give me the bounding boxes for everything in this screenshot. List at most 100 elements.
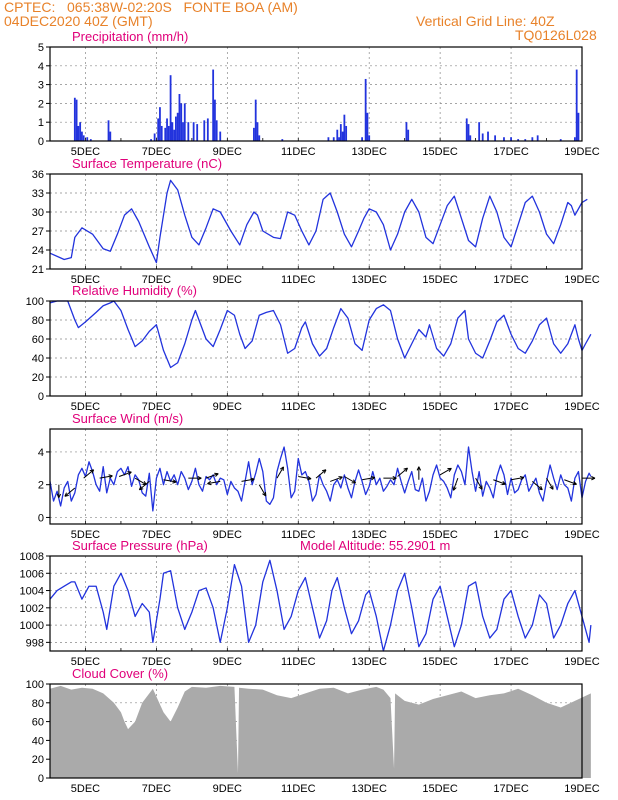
- precip-ytick-label: 1: [38, 117, 44, 129]
- wind-arrow-head: [478, 485, 483, 490]
- precip-bar: [219, 131, 222, 141]
- precip-bar: [494, 135, 497, 141]
- temp-ytick-label: 36: [32, 169, 44, 181]
- pressure-xtick-label: 11DEC: [281, 656, 316, 668]
- wind-arrow-shaft: [452, 477, 459, 491]
- precip-bar: [73, 97, 76, 141]
- wind-arrow: [315, 469, 327, 479]
- precip-ytick-label: 2: [38, 98, 44, 110]
- wind-arrow: [439, 467, 452, 476]
- wind-arrow: [56, 484, 62, 498]
- wind-arrow-shaft: [258, 484, 267, 497]
- wind-arrow-head: [138, 485, 144, 491]
- wind-arrow: [207, 480, 221, 486]
- precip-ytick-label: 5: [38, 42, 44, 54]
- temp-ytick-label: 27: [32, 226, 44, 238]
- wind-arrow-head: [572, 481, 577, 486]
- wind-arrow: [532, 481, 543, 491]
- cloud-frame: [49, 683, 583, 779]
- precip-bar: [79, 122, 82, 141]
- precip-bar: [153, 133, 156, 141]
- wind-arrow: [416, 466, 422, 480]
- header-date: 04DEC2020 40Z (GMT): [4, 13, 153, 29]
- precip-bar: [559, 139, 562, 141]
- precip-bar: [159, 107, 161, 141]
- precip-bar: [175, 116, 177, 141]
- precip-bar: [150, 139, 152, 141]
- wind-arrow-head: [250, 477, 255, 482]
- precip-bar: [281, 139, 284, 141]
- rh-frame: [49, 300, 583, 397]
- precip-bar: [176, 112, 179, 141]
- wind-arrow: [362, 475, 376, 481]
- precip-bar: [531, 137, 534, 141]
- pressure-ytick-label: 1008: [20, 551, 44, 563]
- wind-arrow: [330, 476, 343, 482]
- temp-ytick-label: 21: [32, 264, 44, 276]
- wind-arrow-head: [214, 472, 219, 477]
- precip-bar: [203, 120, 206, 141]
- precip-bar: [196, 124, 199, 141]
- wind-arrow-shaft: [397, 467, 408, 477]
- precip-bar: [536, 135, 539, 141]
- precip-bar: [465, 118, 468, 141]
- precip-bar: [89, 139, 92, 141]
- rh-line: [49, 300, 592, 369]
- wind-arrow: [138, 481, 150, 491]
- precip-bar: [503, 137, 505, 141]
- precip-bar: [577, 112, 580, 141]
- pressure-frame: [49, 555, 583, 652]
- precip-bar: [332, 137, 335, 141]
- rh-title: Relative Humidity (%): [72, 283, 197, 298]
- temp-ytick-label: 33: [32, 188, 44, 200]
- precip-bar: [187, 122, 190, 141]
- precip-bar: [254, 99, 257, 141]
- wind-arrow: [276, 466, 284, 479]
- precip-bar: [109, 131, 112, 141]
- precip-bar: [75, 99, 78, 141]
- precip-bar: [341, 131, 344, 141]
- precip-bar: [182, 122, 184, 141]
- rh-xtick-label: 13DEC: [351, 401, 387, 413]
- precip-bar: [157, 118, 160, 141]
- pressure-xtick-label: 19DEC: [564, 656, 600, 668]
- cloud-cover-area: [50, 685, 591, 778]
- precip-bar: [478, 122, 481, 141]
- rh-ytick-label: 0: [38, 391, 44, 403]
- wind-arrow: [564, 479, 577, 486]
- rh-xtick-label: 11DEC: [281, 401, 316, 413]
- rh-panel: 0 20 40 60 80 100 5DEC 7DEC 9DEC 11DEC 13DEC 15DEC 1…: [26, 283, 600, 413]
- wind-ytick-label: 4: [38, 447, 44, 459]
- wind-xtick-label: 7DEC: [142, 529, 171, 541]
- cloud-ytick-label: 0: [38, 773, 44, 785]
- precip-bar: [258, 135, 261, 141]
- wind-arrow: [582, 475, 596, 481]
- wind-arrow-shaft: [139, 481, 150, 491]
- temp-title: Surface Temperature (nC): [72, 156, 222, 171]
- cloud-xtick-label: 5DEC: [71, 783, 100, 795]
- header-location: CPTEC: 065:38W-02:20S FONTE BOA (AM): [4, 0, 298, 15]
- rh-ytick-label: 40: [32, 353, 44, 365]
- precip-bar: [212, 69, 215, 141]
- wind-xtick-label: 11DEC: [281, 529, 316, 541]
- cloud-ytick-label: 100: [26, 679, 44, 691]
- precip-bar: [339, 124, 342, 141]
- wind-arrow-shaft: [205, 473, 219, 479]
- rh-ytick-label: 20: [32, 372, 44, 384]
- wind-frame: [49, 428, 583, 525]
- pressure-subtitle: Model Altitude: 55.2901 m: [300, 538, 450, 553]
- pressure-xtick-label: 17DEC: [493, 656, 529, 668]
- precip-bar: [510, 137, 512, 141]
- wind-arrow-shaft: [276, 466, 284, 479]
- precip-bar: [192, 122, 195, 141]
- precip-bar: [214, 99, 216, 141]
- cloud-panel: 0 20 40 60 80 100 5DEC 7DEC 9DEC 11DEC 13DEC 15DEC 1…: [26, 666, 600, 795]
- precip-panel: 0 1 2 3 4 5 5DEC 7DEC 9DEC 11DEC 13DEC 15DEC 17DEC 19…: [38, 29, 600, 158]
- wind-arrow-shaft: [344, 476, 356, 484]
- wind-arrow-head: [370, 475, 376, 481]
- wind-arrow-shaft: [134, 477, 147, 486]
- precip-bar: [206, 118, 209, 141]
- wind-arrow-head: [279, 466, 284, 471]
- wind-title: Surface Wind (m/s): [72, 411, 183, 426]
